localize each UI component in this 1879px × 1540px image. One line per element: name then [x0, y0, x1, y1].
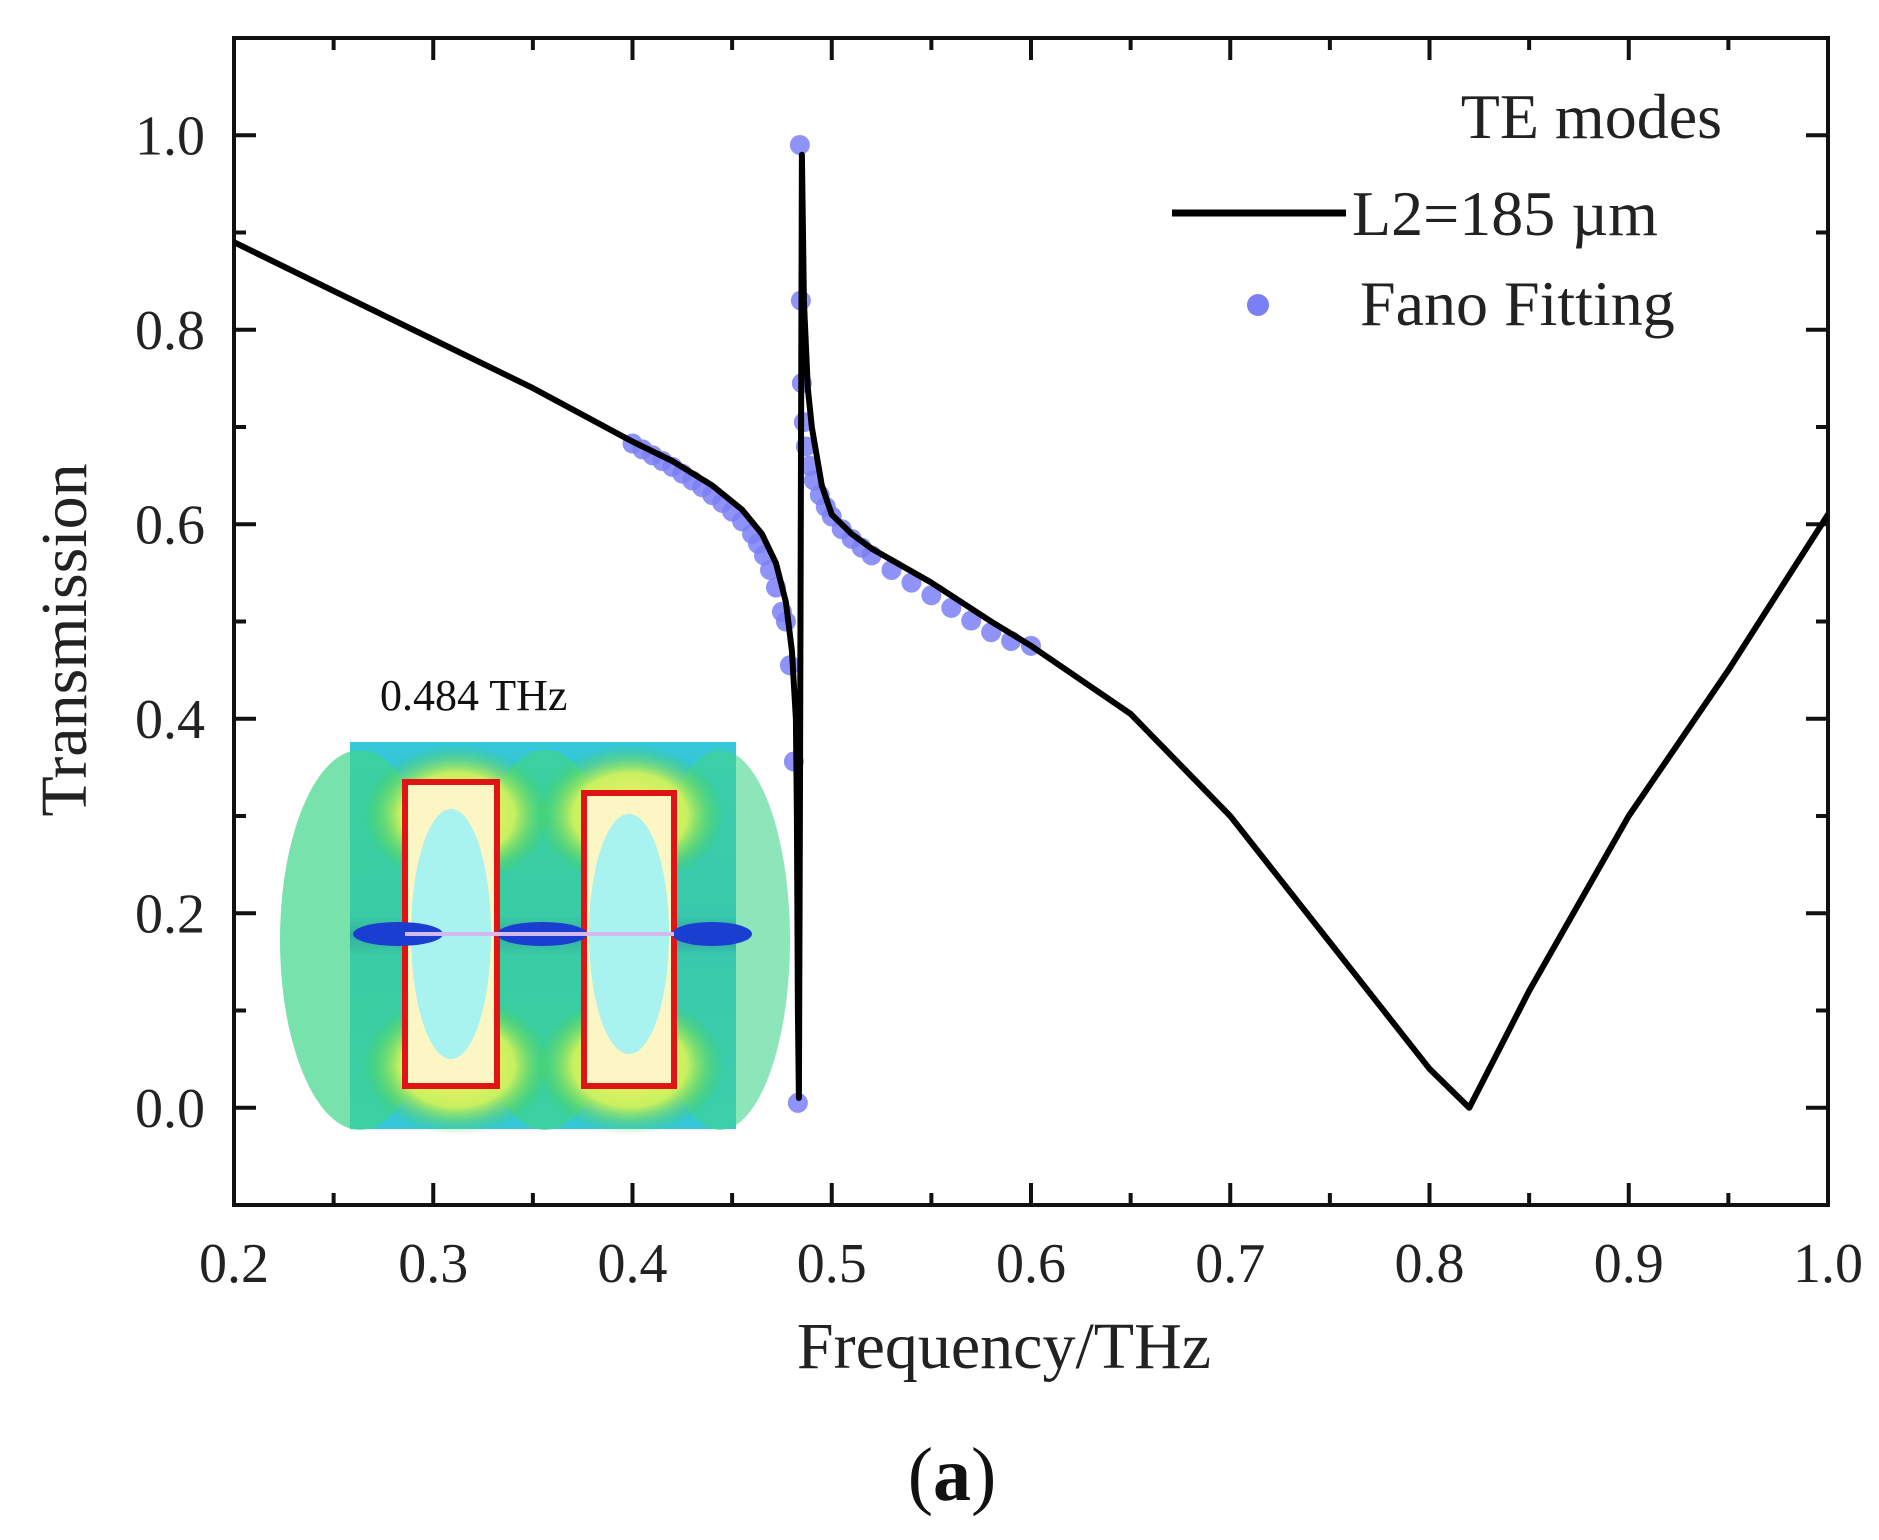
- panel-letter: a: [933, 1433, 971, 1517]
- legend-scatter-swatch: [1247, 294, 1269, 316]
- x-tick-label: 0.4: [598, 1233, 668, 1295]
- x-axis-ticks: [232, 38, 1830, 1205]
- legend-title: TE modes: [1461, 81, 1722, 152]
- y-tick-label: 0.6: [135, 494, 205, 556]
- fano-fit-point: [787, 1092, 808, 1113]
- x-axis-title: Frequency/THz: [797, 1310, 1211, 1383]
- y-axis-tick-labels: 0.0 0.2 0.4 0.6 0.8 1.0: [135, 105, 205, 1140]
- panel-label: (a): [908, 1433, 997, 1517]
- fano-fit-point: [961, 610, 982, 631]
- y-tick-label: 1.0: [135, 105, 205, 167]
- legend-entry-line: L2=185 µm: [1352, 178, 1658, 249]
- y-tick-label: 0.4: [135, 689, 205, 751]
- inset-label: 0.484 THz: [380, 671, 567, 720]
- x-tick-label: 1.0: [1793, 1233, 1863, 1295]
- inset-field-map: [280, 742, 790, 1135]
- x-tick-label: 0.7: [1195, 1233, 1265, 1295]
- y-tick-label: 0.8: [135, 300, 205, 362]
- fano-fit-point: [901, 572, 922, 593]
- fano-fit-point: [941, 597, 962, 618]
- x-tick-label: 0.5: [797, 1233, 867, 1295]
- y-tick-label: 0.0: [135, 1078, 205, 1140]
- y-axis-ticks: [234, 36, 1828, 1207]
- legend: TE modes L2=185 µm Fano Fitting: [1172, 81, 1722, 339]
- line-series-l2-185: [234, 151, 1828, 1111]
- x-axis-tick-labels: 0.2 0.3 0.4 0.5 0.6 0.7 0.8 0.9 1.0: [199, 1233, 1863, 1295]
- y-axis-title: Transmission: [28, 463, 101, 816]
- y-tick-label: 0.2: [135, 883, 205, 945]
- x-tick-label: 0.8: [1395, 1233, 1465, 1295]
- fano-fit-point: [789, 134, 810, 155]
- fano-fit-point: [921, 585, 942, 606]
- legend-entry-scatter: Fano Fitting: [1360, 268, 1675, 339]
- x-tick-label: 0.6: [996, 1233, 1066, 1295]
- x-tick-label: 0.9: [1594, 1233, 1664, 1295]
- x-tick-label: 0.2: [199, 1233, 269, 1295]
- x-tick-label: 0.3: [398, 1233, 468, 1295]
